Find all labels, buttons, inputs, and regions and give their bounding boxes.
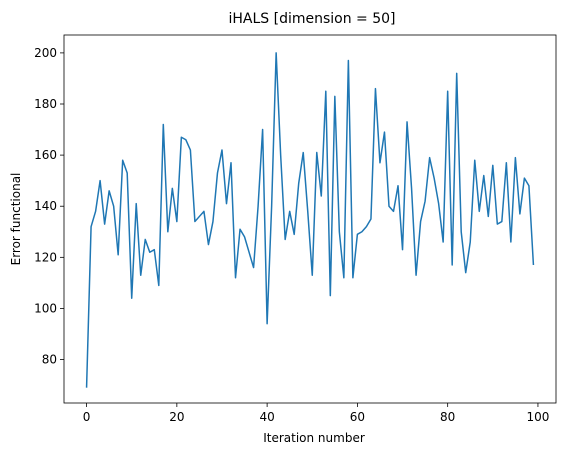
series-line-error	[85, 52, 535, 388]
x-tick-label: 100	[526, 410, 549, 424]
y-tick-label: 160	[34, 148, 57, 162]
x-tick-label: 40	[259, 410, 274, 424]
y-tick-label: 100	[34, 301, 57, 315]
x-tick-label: 80	[440, 410, 455, 424]
y-tick-label: 180	[34, 97, 57, 111]
x-tick-label: 0	[83, 410, 91, 424]
chart-title: iHALS [dimension = 50]	[228, 11, 395, 27]
axes-frame	[63, 34, 557, 404]
y-tick-label: 80	[42, 353, 57, 367]
x-tick-label: 20	[169, 410, 184, 424]
x-axis-ticks: 0 20 40 60 80 100	[83, 403, 549, 424]
y-tick-label: 140	[34, 199, 57, 213]
x-tick-label: 60	[350, 410, 365, 424]
y-tick-label: 120	[34, 250, 57, 264]
y-axis-label: Error functional	[9, 173, 23, 266]
plot-area	[63, 34, 557, 404]
y-tick-label: 200	[34, 46, 57, 60]
x-axis-label: Iteration number	[263, 431, 365, 445]
y-axis-ticks: 80 100 120 140 160 180 200	[34, 46, 64, 367]
